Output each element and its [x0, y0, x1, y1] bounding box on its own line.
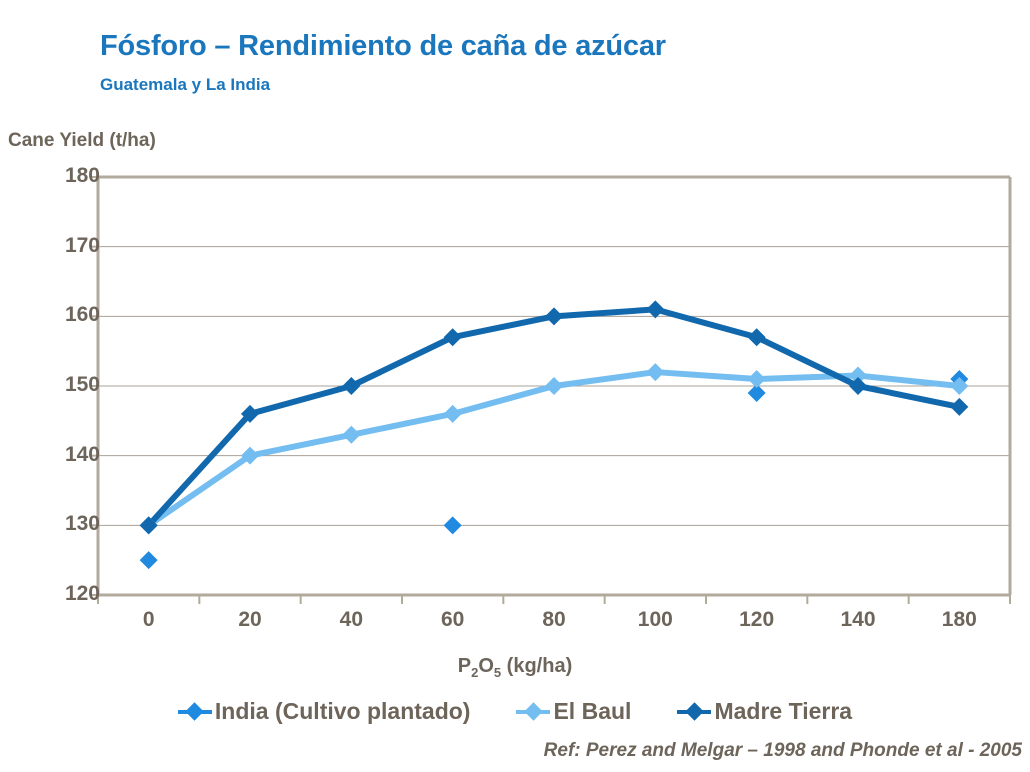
x-tick-label-100: 100 [637, 608, 673, 631]
data-point-el-baul-140[interactable] [849, 366, 867, 385]
x-axis-title-text: P2O5 (kg/ha) [457, 655, 573, 680]
y-tick-label-180: 180 [64, 164, 100, 187]
data-point-madre-tierra-80[interactable] [545, 307, 563, 326]
data-point-madre-tierra-100[interactable] [646, 300, 665, 319]
y-tick-label-130: 130 [64, 512, 100, 536]
chart-subtitle: Guatemala y La India [100, 75, 271, 94]
x-axis-title: P2O5 (kg/ha) [0, 655, 1030, 680]
x-tick-label-60: 60 [440, 608, 465, 631]
data-point-madre-tierra-0[interactable] [139, 516, 158, 535]
legend-item-el-baul[interactable]: El Baul [516, 698, 631, 725]
data-point-madre-tierra-120[interactable] [747, 328, 766, 347]
y-tick-label-140: 140 [64, 442, 100, 466]
legend-marker-diamond-icon [516, 702, 551, 721]
chart-legend: India (Cultivo plantado) El Baul Madre Tie… [0, 698, 1030, 725]
data-point-el-baul-60[interactable] [443, 404, 462, 423]
x-tick-label-180: 180 [941, 608, 977, 631]
data-point-india-cultivo-plantado-120[interactable] [747, 383, 766, 402]
diamond-icon [685, 702, 704, 721]
legend-label-madre-tierra: Madre Tierra [714, 698, 853, 724]
data-point-madre-tierra-140[interactable] [849, 377, 867, 395]
x-tick-label-140: 140 [840, 608, 876, 631]
legend-label-el-baul: El Baul [553, 698, 632, 724]
y-tick-label-160: 160 [64, 303, 100, 327]
data-point-madre-tierra-20[interactable] [241, 404, 259, 423]
data-point-india-cultivo-plantado-60[interactable] [443, 516, 462, 535]
data-point-el-baul-180[interactable] [950, 377, 969, 395]
y-tick-label-150: 150 [64, 373, 100, 396]
data-point-madre-tierra-60[interactable] [443, 328, 462, 347]
diamond-icon [185, 702, 205, 721]
data-point-el-baul-100[interactable] [646, 363, 665, 382]
chart-title: Fósforo – Rendimiento de caña de azúcar [100, 30, 666, 62]
data-point-el-baul-120[interactable] [747, 370, 766, 389]
data-point-madre-tierra-40[interactable] [342, 377, 361, 395]
legend-label-india-cultivo-plantado: India (Cultivo plantado) [214, 698, 471, 724]
data-point-el-baul-40[interactable] [342, 425, 361, 444]
data-point-el-baul-20[interactable] [241, 446, 259, 465]
legend-marker-diamond-icon [177, 702, 212, 721]
x-tick-label-40: 40 [339, 608, 363, 631]
legend-item-india-cultivo-plantado[interactable]: India (Cultivo plantado) [177, 698, 471, 725]
y-tick-label-120: 120 [64, 582, 100, 605]
x-tick-label-20: 20 [238, 608, 262, 631]
x-tick-label-120: 120 [739, 608, 775, 631]
source-reference: Ref: Perez and Melgar – 1998 and Phonde … [543, 740, 1022, 761]
data-point-el-baul-80[interactable] [545, 377, 563, 395]
x-tick-label-80: 80 [542, 608, 566, 631]
data-point-madre-tierra-180[interactable] [950, 397, 969, 416]
diamond-icon [524, 702, 543, 721]
legend-marker-diamond-icon [677, 702, 712, 721]
legend-item-madre-tierra[interactable]: Madre Tierra [677, 698, 852, 725]
y-axis-title: Cane Yield (t/ha) [8, 130, 156, 151]
y-tick-label-170: 170 [64, 233, 100, 257]
x-tick-label-0: 0 [142, 608, 155, 631]
data-point-india-cultivo-plantado-0[interactable] [139, 551, 158, 570]
